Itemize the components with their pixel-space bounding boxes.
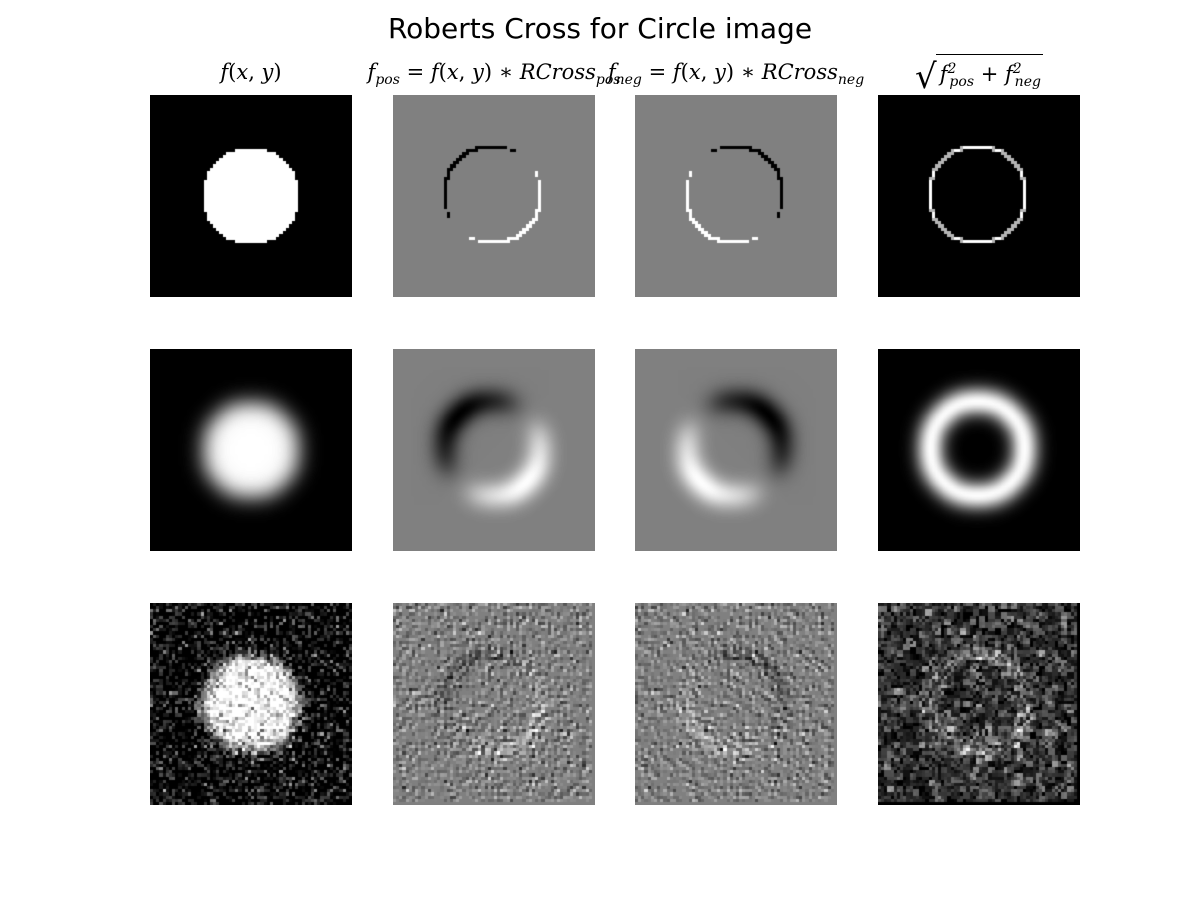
panel-binary-circle-negative bbox=[635, 95, 837, 297]
column-label-original-text: f(x, y) bbox=[220, 60, 282, 84]
column-label-negative-text: fneg = f(x, y) ∗ RCrossneg bbox=[607, 60, 865, 88]
panel-blurred-circle-original bbox=[150, 349, 352, 551]
column-label-magnitude-radical: √ f2pos + f2neg bbox=[915, 54, 1043, 94]
column-label-original: f(x, y) bbox=[101, 60, 401, 84]
panel-binary-circle-positive bbox=[393, 95, 595, 297]
panel-blurred-circle-negative bbox=[635, 349, 837, 551]
panel-noisy-circle-negative bbox=[635, 603, 837, 805]
panel-blurred-circle-positive bbox=[393, 349, 595, 551]
sqrt-symbol: √ bbox=[915, 57, 937, 97]
figure-title: Roberts Cross for Circle image bbox=[387, 12, 813, 45]
column-label-positive-text: fpos = f(x, y) ∗ RCrosspos bbox=[367, 60, 621, 88]
panel-binary-circle-magnitude bbox=[878, 95, 1080, 297]
panel-noisy-circle-positive bbox=[393, 603, 595, 805]
panel-blurred-circle-magnitude bbox=[878, 349, 1080, 551]
panel-binary-circle-original bbox=[150, 95, 352, 297]
column-label-positive: fpos = f(x, y) ∗ RCrosspos bbox=[344, 60, 644, 88]
panel-noisy-circle-magnitude bbox=[878, 603, 1080, 805]
panel-noisy-circle-original bbox=[150, 603, 352, 805]
column-label-magnitude: √ f2pos + f2neg bbox=[829, 54, 1129, 94]
column-label-negative: fneg = f(x, y) ∗ RCrossneg bbox=[586, 60, 886, 88]
column-label-magnitude-text: f2pos + f2neg bbox=[935, 54, 1043, 94]
